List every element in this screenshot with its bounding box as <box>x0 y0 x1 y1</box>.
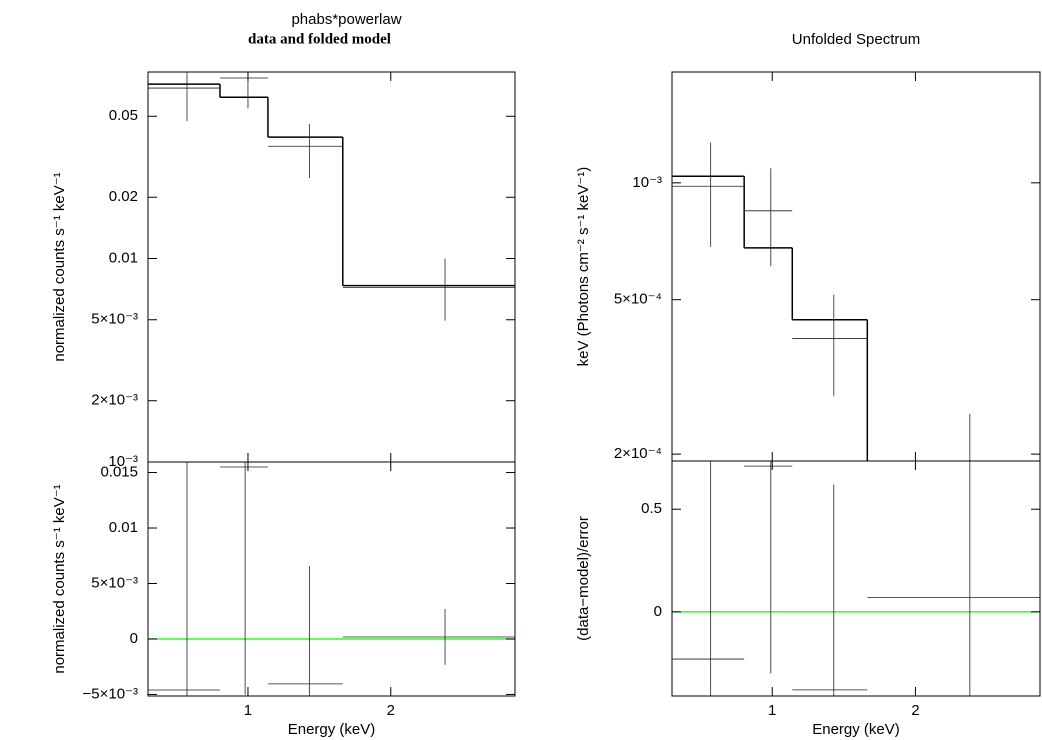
y-tick-label: 2×10⁻⁴ <box>614 445 662 462</box>
x-tick-label: 2 <box>387 702 395 719</box>
panel: 0.05 0.02 0.01 5×10⁻³ 2×10⁻³ 10⁻³ normalized c… <box>51 11 516 470</box>
panel: 10⁻³ 5×10⁻⁴ 2×10⁻⁴ keV (Photons cm⁻² s⁻¹ ke… <box>575 31 1041 462</box>
y-axis-label: keV (Photons cm⁻² s⁻¹ keV⁻¹) <box>575 167 592 367</box>
plot-area <box>148 462 515 696</box>
y-tick-label: 0 <box>130 630 138 647</box>
axes-frame <box>147 71 516 463</box>
y-tick-label: 5×10⁻³ <box>91 311 138 328</box>
y-axis-label: (data−model)/error <box>575 516 592 641</box>
x-tick-label: 1 <box>244 702 252 719</box>
y-tick-label: 0.01 <box>109 519 138 536</box>
x-tick-label: 2 <box>911 702 919 719</box>
y-tick-label: 10⁻³ <box>108 453 138 470</box>
x-axis-label: Energy (keV) <box>288 721 376 738</box>
chart-title: Unfolded Spectrum <box>792 31 920 48</box>
y-tick-label: 0.015 <box>100 464 138 481</box>
plot-area <box>672 142 971 461</box>
panel: 0.5 0 1 2 Energy (keV) (data−model)/error <box>575 460 1041 738</box>
y-tick-label: 0.5 <box>641 500 662 517</box>
y-tick-label: 5×10⁻³ <box>91 574 138 591</box>
y-tick-label: 0.01 <box>109 249 138 266</box>
chart-title: phabs*powerlaw <box>291 11 401 28</box>
panel: 0.015 0.01 5×10⁻³ 0 −5×10⁻³ 1 2 Energy (keV) nor… <box>51 461 516 738</box>
y-tick-label: 10⁻³ <box>632 174 662 191</box>
y-tick-label: 0.05 <box>109 107 138 124</box>
x-axis-label: Energy (keV) <box>812 721 900 738</box>
axes-frame <box>671 71 1041 462</box>
y-tick-label: 5×10⁻⁴ <box>614 291 662 308</box>
plot-area <box>672 461 1040 696</box>
y-tick-label: −5×10⁻³ <box>83 685 138 702</box>
chart-subtitle: data and folded model <box>248 31 391 47</box>
axes-frame <box>671 460 1041 697</box>
plot-area <box>148 72 515 321</box>
y-tick-label: 0 <box>654 603 662 620</box>
y-axis-label: normalized counts s⁻¹ keV⁻¹ <box>51 172 68 361</box>
x-tick-label: 1 <box>768 702 776 719</box>
axes-frame <box>147 461 516 697</box>
y-tick-label: 2×10⁻³ <box>91 392 138 409</box>
y-axis-label: normalized counts s⁻¹ keV⁻¹ <box>51 484 68 673</box>
y-tick-label: 0.02 <box>109 188 138 205</box>
